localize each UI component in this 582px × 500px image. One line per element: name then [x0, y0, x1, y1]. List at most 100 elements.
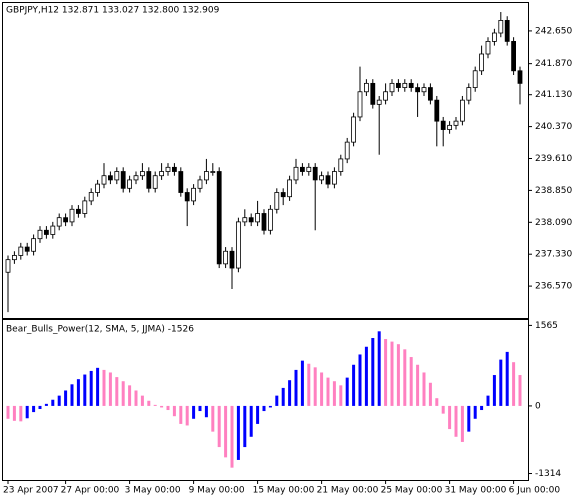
candle-body	[101, 175, 107, 185]
bar	[224, 405, 228, 458]
bar	[454, 405, 458, 437]
x-tick-label: 6 Jun 00:00	[509, 486, 561, 496]
bar	[96, 367, 100, 406]
bar	[364, 346, 368, 406]
bar	[211, 405, 215, 432]
candle-body	[287, 179, 293, 198]
bar	[57, 395, 61, 406]
bar	[230, 405, 234, 468]
candle-body	[389, 82, 395, 93]
candle-body	[146, 171, 152, 189]
candle-body	[152, 175, 158, 189]
x-tick-label: 31 May 00:00	[445, 486, 507, 496]
candle-body	[11, 255, 17, 261]
bar	[166, 405, 170, 411]
candle-body	[453, 120, 459, 126]
candle-body	[76, 208, 81, 214]
candle-body	[383, 91, 389, 101]
bar	[435, 398, 439, 406]
candle-body	[24, 246, 30, 252]
candle-body	[357, 91, 363, 118]
candle-body	[223, 250, 229, 265]
chart-title: GBPJPY,H12 132.871 133.027 132.800 132.9…	[6, 6, 220, 16]
bar	[192, 405, 196, 419]
x-tick-label: 21 May 00:00	[317, 486, 379, 496]
candle-body	[5, 259, 11, 273]
bar	[384, 339, 388, 406]
x-tick-label: 3 May 00:00	[125, 486, 181, 496]
candle-body	[504, 20, 510, 42]
bar	[422, 372, 426, 406]
candle-body	[421, 87, 427, 93]
bar	[128, 385, 132, 406]
candle-body	[402, 82, 408, 88]
candle-body	[235, 221, 241, 269]
x-tick-label: 15 May 00:00	[253, 486, 315, 496]
bar	[64, 390, 68, 406]
candle-body	[69, 208, 75, 223]
candle-body	[171, 166, 177, 172]
y-tick-label: 242.650	[535, 26, 572, 36]
candle-body	[325, 175, 331, 185]
candle-body	[299, 166, 305, 172]
candle-body	[408, 82, 414, 88]
bar	[390, 341, 394, 406]
candle-body	[427, 87, 433, 101]
candle-body	[434, 99, 440, 122]
candle-body	[178, 171, 184, 193]
candle-body	[415, 87, 421, 93]
bar	[25, 405, 29, 419]
bar	[339, 385, 343, 406]
bar	[505, 351, 509, 406]
bar	[448, 405, 452, 430]
bar	[19, 405, 23, 422]
candle-body	[139, 171, 145, 177]
candle-body	[159, 171, 165, 177]
candle-body	[50, 225, 56, 235]
bar	[352, 364, 356, 406]
y-tick-label: 238.850	[535, 186, 572, 196]
candle-body	[395, 82, 401, 88]
candle-body	[82, 200, 88, 214]
bar	[320, 372, 324, 406]
candle-body	[133, 175, 139, 181]
candle-body	[485, 41, 491, 55]
price-panel	[2, 2, 529, 319]
bar	[115, 377, 119, 406]
bar	[185, 405, 189, 426]
bar	[512, 362, 516, 406]
candle-body	[248, 217, 254, 223]
bar	[140, 395, 144, 406]
candle-body	[18, 246, 24, 256]
bar	[76, 379, 80, 406]
candle-body	[447, 124, 453, 130]
bar	[83, 374, 87, 406]
bar	[160, 405, 164, 408]
bar	[256, 405, 260, 424]
y-tick-label: 1565	[535, 321, 558, 331]
indicator-title: Bear_Bulls_Power(12, SMA, 5, JJMA) -1526	[6, 325, 194, 335]
candle-body	[229, 250, 235, 269]
candle-body	[472, 70, 478, 88]
candle-body	[242, 217, 248, 223]
candle-body	[95, 183, 100, 193]
candle-body	[280, 192, 286, 198]
bar	[121, 381, 125, 406]
candle-body	[127, 179, 132, 189]
bar	[32, 405, 36, 413]
bar	[294, 369, 298, 406]
candle-body	[338, 158, 344, 172]
candle-body	[511, 41, 517, 72]
bar	[147, 400, 151, 406]
bar	[326, 377, 330, 406]
candle-body	[191, 187, 197, 202]
bar	[198, 405, 202, 412]
candle-body	[440, 120, 446, 130]
bar	[371, 338, 375, 406]
bar	[12, 405, 16, 421]
bar	[89, 370, 93, 406]
candle-body	[491, 32, 497, 42]
candle-body	[293, 166, 299, 181]
candle-body	[306, 166, 312, 172]
y-tick-label: 241.130	[535, 90, 572, 100]
